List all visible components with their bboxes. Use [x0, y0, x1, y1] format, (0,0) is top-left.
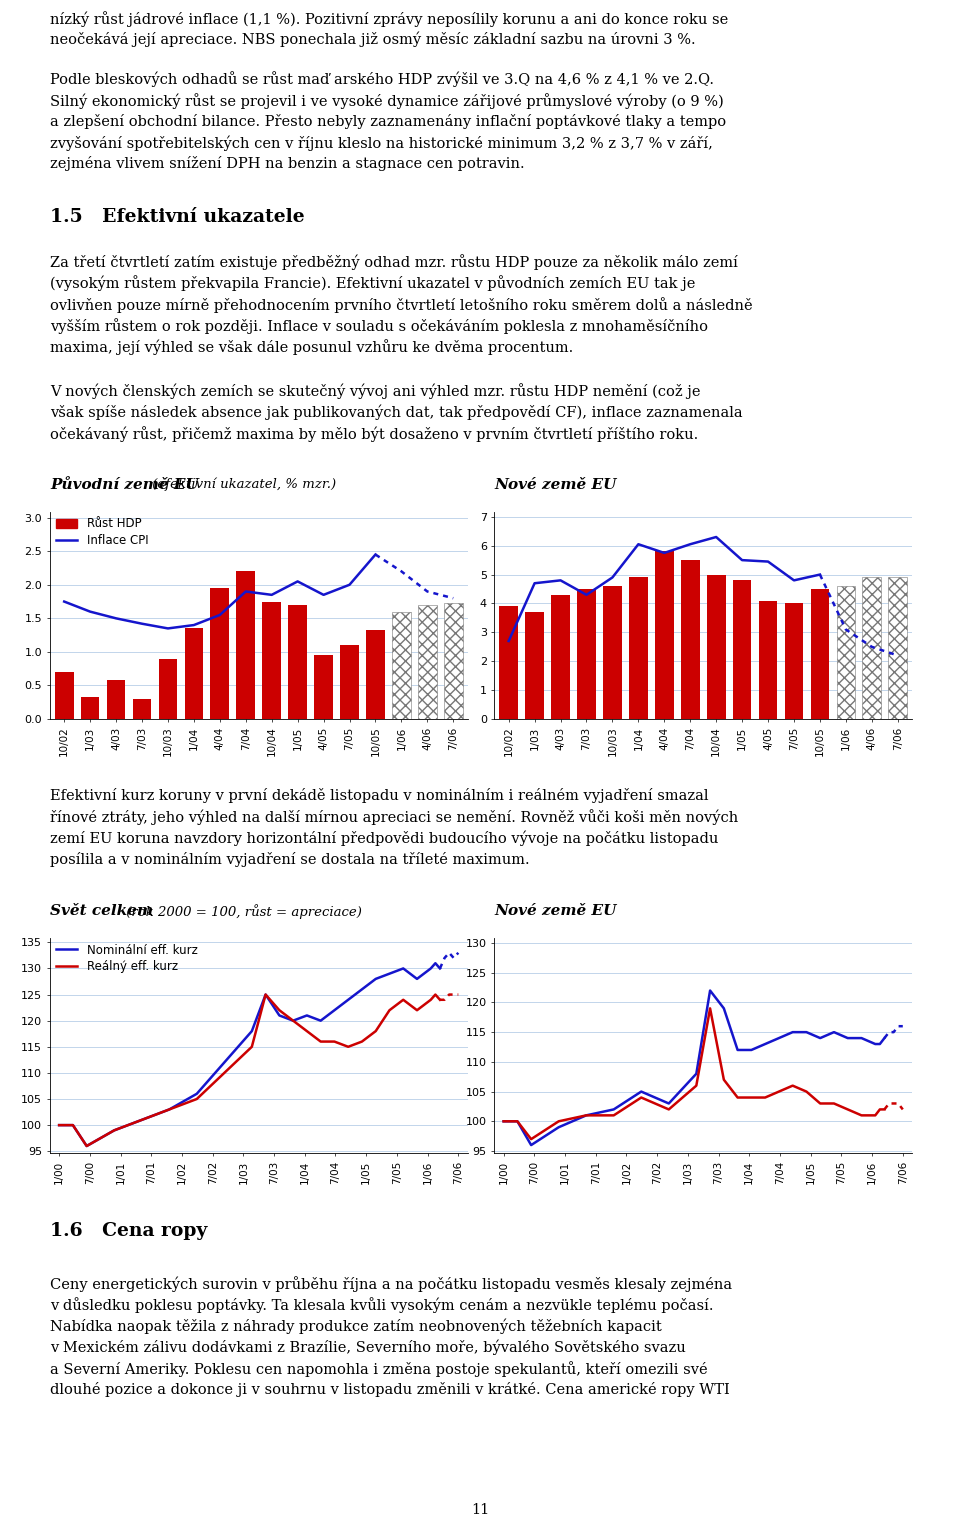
Bar — [758, 601, 778, 719]
Text: zvyšování spotřebitelských cen v říjnu kleslo na historické minimum 3,2 % z 3,7 : zvyšování spotřebitelských cen v říjnu k… — [50, 135, 712, 151]
Bar — [862, 578, 881, 719]
Text: zejména vlivem snížení DPH na benzin a stagnace cen potravin.: zejména vlivem snížení DPH na benzin a s… — [50, 157, 524, 172]
Bar — [577, 589, 596, 719]
Legend: Růst HDP, Inflace CPI: Růst HDP, Inflace CPI — [56, 518, 148, 547]
Bar — [236, 572, 255, 719]
Bar — [184, 629, 204, 719]
Text: ovlivňen pouze mírně přehodnocením prvního čtvrtletí letošního roku směrem dolů : ovlivňen pouze mírně přehodnocením první… — [50, 297, 753, 312]
Text: dlouhé pozice a dokonce ji v souhrnu v listopadu změnili v krátké. Cena americké: dlouhé pozice a dokonce ji v souhrnu v l… — [50, 1382, 730, 1397]
Text: (rok 2000 = 100, růst = apreciace): (rok 2000 = 100, růst = apreciace) — [122, 904, 362, 919]
Text: očekávaný růst, přičemž maxima by mělo být dosaženo v prvním čtvrtletí příštího : očekávaný růst, přičemž maxima by mělo b… — [50, 426, 698, 441]
Text: Ceny energetických surovin v průběhu října a na počátku listopadu vesměs klesaly: Ceny energetických surovin v průběhu říj… — [50, 1276, 732, 1293]
Bar — [55, 672, 74, 719]
Text: a Severní Ameriky. Poklesu cen napomohla i změna postoje spekulantů, kteří omezi: a Severní Ameriky. Poklesu cen napomohla… — [50, 1362, 708, 1377]
Text: nízký růst jádrové inflace (1,1 %). Pozitivní zprávy neposílily korunu a ani do : nízký růst jádrové inflace (1,1 %). Pozi… — [50, 11, 729, 26]
Text: Nabídka naopak těžila z náhrady produkce zatím neobnovených těžebních kapacit: Nabídka naopak těžila z náhrady produkce… — [50, 1319, 661, 1334]
Bar — [132, 699, 152, 719]
Text: maxima, její výhled se však dále posunul vzhůru ke dvěma procentum.: maxima, její výhled se však dále posunul… — [50, 340, 573, 355]
Text: Efektivní kurz koruny v první dekádě listopadu v nominálním i reálném vyjadření : Efektivní kurz koruny v první dekádě lis… — [50, 788, 708, 804]
Text: v Mexickém zálivu dodávkami z Brazílie, Severního moře, bývalého Sovětského svaz: v Mexickém zálivu dodávkami z Brazílie, … — [50, 1340, 685, 1356]
Legend: Nominální eff. kurz, Reálný eff. kurz: Nominální eff. kurz, Reálný eff. kurz — [56, 944, 198, 973]
Text: vyšším růstem o rok později. Inflace v souladu s očekáváním poklesla z mnohaměsí: vyšším růstem o rok později. Inflace v s… — [50, 318, 708, 334]
Text: řínové ztráty, jeho výhled na další mírnou apreciaci se nemění. Rovněž vůči koši: řínové ztráty, jeho výhled na další mírn… — [50, 810, 738, 825]
Text: Silný ekonomický růst se projevil i ve vysoké dynamice zářijové průmyslové výrob: Silný ekonomický růst se projevil i ve v… — [50, 92, 724, 109]
Bar — [603, 586, 622, 719]
Text: Nové země EU: Nové země EU — [494, 904, 616, 918]
Text: (efektivní ukazatel, % mzr.): (efektivní ukazatel, % mzr.) — [148, 478, 336, 492]
Bar — [366, 630, 385, 719]
Bar — [681, 559, 700, 719]
Bar — [392, 612, 411, 719]
Bar — [551, 595, 570, 719]
Bar — [810, 589, 829, 719]
Bar — [655, 552, 674, 719]
Text: neočekává její apreciace. NBS ponechala již osmý měsíc základní sazbu na úrovni : neočekává její apreciace. NBS ponechala … — [50, 32, 696, 48]
Bar — [784, 604, 804, 719]
Bar — [288, 606, 307, 719]
Text: Podle bleskových odhadů se růst maď arského HDP zvýšil ve 3.Q na 4,6 % z 4,1 % v: Podle bleskových odhadů se růst maď arsk… — [50, 72, 714, 88]
Text: 11: 11 — [470, 1503, 490, 1517]
Text: 1.5   Efektivní ukazatele: 1.5 Efektivní ukazatele — [50, 209, 304, 226]
Bar — [107, 681, 126, 719]
Bar — [81, 696, 100, 719]
Bar — [732, 581, 752, 719]
Bar — [525, 612, 544, 719]
Bar — [340, 646, 359, 719]
Text: však spíše následek absence jak publikovaných dat, tak předpovědí CF), inflace z: však spíše následek absence jak publikov… — [50, 404, 742, 420]
Bar — [888, 578, 907, 719]
Text: zemí EU koruna navzdory horizontální předpovědi budoucího vývoje na počátku list: zemí EU koruna navzdory horizontální pře… — [50, 830, 718, 847]
Text: Za třetí čtvrtletí zatím existuje předběžný odhad mzr. růstu HDP pouze za několi: Za třetí čtvrtletí zatím existuje předbě… — [50, 254, 738, 271]
Text: v důsledku poklesu poptávky. Ta klesala kvůli vysokým cenám a nezvükle teplému p: v důsledku poklesu poptávky. Ta klesala … — [50, 1297, 713, 1314]
Bar — [314, 655, 333, 719]
Bar — [629, 578, 648, 719]
Text: a zlepšení obchodní bilance. Přesto nebyly zaznamenány inflační poptávkové tlaky: a zlepšení obchodní bilance. Přesto neby… — [50, 114, 726, 129]
Text: V nových členských zemích se skutečný vývoj ani výhled mzr. růstu HDP nemění (co: V nových členských zemích se skutečný vý… — [50, 383, 701, 400]
Bar — [444, 603, 463, 719]
Bar — [210, 589, 229, 719]
Bar — [158, 659, 178, 719]
Text: posílila a v nominálním vyjadření se dostala na tříleté maximum.: posílila a v nominálním vyjadření se dos… — [50, 851, 530, 867]
Text: (vysokým růstem překvapila Francie). Efektivní ukazatel v původních zemích EU ta: (vysokým růstem překvapila Francie). Efe… — [50, 275, 695, 292]
Text: 1.6   Cena ropy: 1.6 Cena ropy — [50, 1222, 207, 1240]
Text: Původní země EU: Původní země EU — [50, 478, 199, 492]
Text: Svět celkem: Svět celkem — [50, 904, 153, 918]
Bar — [836, 586, 855, 719]
Bar — [418, 606, 437, 719]
Bar — [262, 601, 281, 719]
Bar — [499, 607, 518, 719]
Bar — [707, 575, 726, 719]
Text: Nové země EU: Nové země EU — [494, 478, 616, 492]
